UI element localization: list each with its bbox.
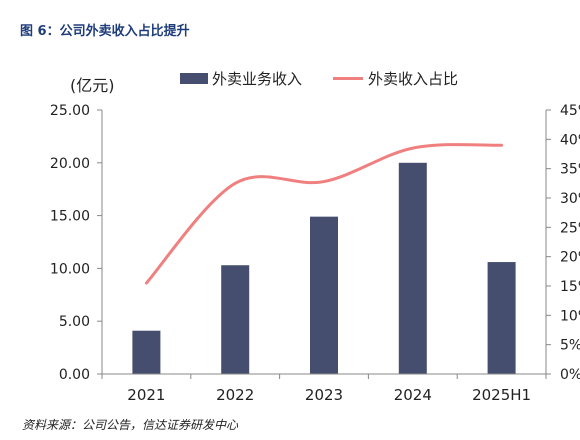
left-axis-ticks: 0.00 5.00 10.00 15.00 20.00 25.00 bbox=[50, 103, 102, 383]
right-tick-label: 25% bbox=[560, 220, 580, 236]
right-tick-label: 20% bbox=[560, 250, 580, 266]
x-tick-label: 2022 bbox=[216, 386, 254, 404]
left-tick-label: 0.00 bbox=[59, 367, 90, 383]
right-tick-label: 45% bbox=[560, 103, 580, 119]
left-tick-label: 20.00 bbox=[50, 156, 90, 172]
right-tick-label: 0% bbox=[560, 367, 580, 383]
right-tick-label: 5% bbox=[560, 338, 580, 354]
x-tick-label: 2025H1 bbox=[472, 386, 531, 404]
bar bbox=[310, 216, 338, 374]
bar bbox=[221, 265, 250, 374]
bar bbox=[132, 330, 161, 374]
left-tick-label: 5.00 bbox=[59, 314, 90, 330]
y-axis-unit-label: (亿元) bbox=[70, 76, 115, 95]
right-axis-ticks: 0% 5% 10% 15% 20% 25% 30% 35% 40% 45% bbox=[546, 103, 580, 383]
share-line-path bbox=[144, 143, 504, 285]
left-tick-label: 15.00 bbox=[50, 209, 90, 225]
bar-series bbox=[132, 162, 516, 374]
legend: 外卖业务收入 外卖收入占比 bbox=[180, 70, 458, 88]
x-tick-label: 2024 bbox=[394, 386, 432, 404]
left-tick-label: 25.00 bbox=[50, 103, 90, 119]
legend-line-label: 外卖收入占比 bbox=[368, 70, 458, 88]
right-tick-label: 30% bbox=[560, 191, 580, 207]
left-tick-label: 10.00 bbox=[50, 261, 90, 277]
right-tick-label: 15% bbox=[560, 279, 580, 295]
right-tick-label: 10% bbox=[560, 308, 580, 324]
legend-bar-label: 外卖业务收入 bbox=[212, 70, 302, 88]
x-tick-label: 2021 bbox=[127, 386, 165, 404]
figure-title: 图 6：公司外卖收入占比提升 bbox=[20, 24, 190, 39]
bar bbox=[487, 262, 516, 374]
x-axis-labels: 2021 2022 2023 2024 2025H1 bbox=[101, 374, 547, 404]
x-tick-label: 2023 bbox=[305, 386, 343, 404]
line-series bbox=[144, 143, 504, 285]
right-tick-label: 35% bbox=[560, 162, 580, 178]
bar bbox=[398, 162, 427, 374]
figure-source: 资料来源：公司公告，信达证券研发中心 bbox=[22, 418, 239, 432]
right-tick-label: 40% bbox=[560, 132, 580, 148]
axes bbox=[101, 110, 547, 375]
legend-bar-swatch bbox=[180, 73, 208, 84]
